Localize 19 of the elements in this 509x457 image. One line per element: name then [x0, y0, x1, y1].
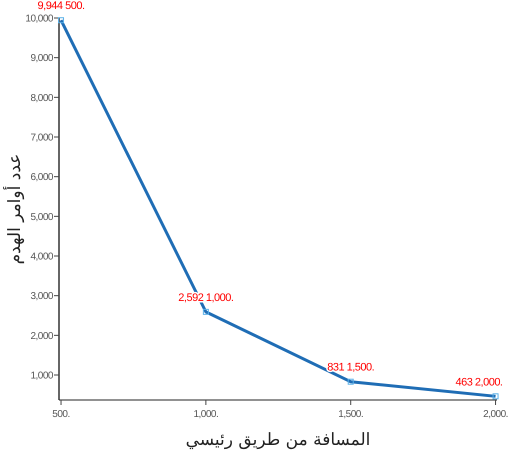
x-tick-label: 2,000.	[483, 409, 508, 420]
data-label: 463 2,000.	[456, 376, 503, 388]
y-tick-label: 2,000	[30, 330, 54, 342]
y-tick-label: 6,000	[30, 172, 54, 184]
y-tick-label: 8,000	[30, 92, 54, 104]
y-tick-label: 3,000	[30, 291, 54, 302]
x-tick-label: 1,500.	[338, 409, 364, 420]
y-tick-label: 7,000	[30, 132, 54, 144]
y-tick-label: 1,000	[30, 370, 54, 382]
x-tick-label: 1,000.	[193, 409, 218, 420]
data-label: 9,944 500.	[38, 0, 85, 12]
x-tick-label: 500.	[52, 409, 70, 420]
x-axis-title: المسافة من طريق رئيسي	[186, 430, 370, 450]
y-tick-label: 5,000	[30, 212, 54, 223]
data-label: 831 1,500.	[327, 362, 375, 374]
y-axis-title: عدد أوامر الهدم	[3, 154, 25, 264]
y-tick-label: 4,000	[30, 252, 54, 263]
y-tick-label: 10,000	[25, 14, 54, 24]
y-tick-label: 9,000	[30, 53, 54, 64]
